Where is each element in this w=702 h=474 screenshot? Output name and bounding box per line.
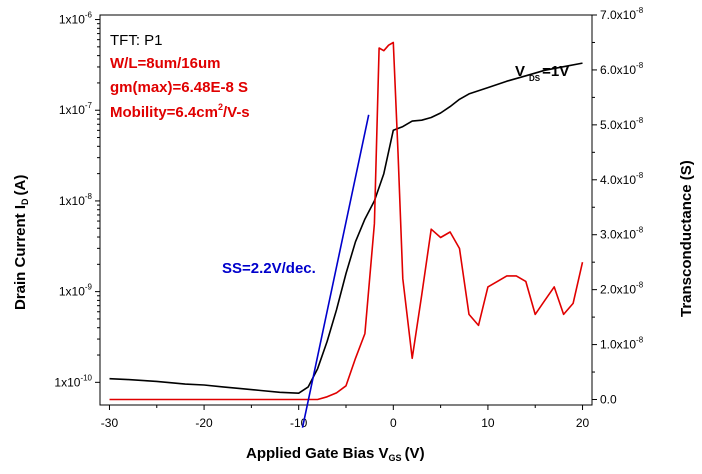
left-y-tick-label: 1x10-10 bbox=[54, 373, 92, 389]
x-tick-label: -20 bbox=[195, 416, 213, 430]
vds-label: V DS =1V bbox=[515, 63, 569, 83]
device-label: TFT: P1 bbox=[110, 32, 163, 49]
left-y-tick-label: 1x10-7 bbox=[59, 101, 93, 117]
x-tick-label: 0 bbox=[390, 416, 397, 430]
right-y-tick-label: 5.0x10-8 bbox=[600, 116, 644, 132]
right-y-tick-label: 3.0x10-8 bbox=[600, 226, 644, 242]
mobility-label: Mobility=6.4cm2/V-s bbox=[110, 102, 250, 121]
series-lines bbox=[109, 41, 584, 428]
right-y-tick-label: 0.0 bbox=[600, 393, 617, 407]
gm-max-label: gm(max)=6.48E-8 S bbox=[110, 79, 248, 96]
x-tick-label: 20 bbox=[576, 416, 590, 430]
right-y-tick-label: 1.0x10-8 bbox=[600, 336, 644, 352]
drain-current-line bbox=[109, 62, 583, 395]
x-tick-label: -30 bbox=[101, 416, 119, 430]
left-y-tick-label: 1x10-8 bbox=[59, 192, 93, 208]
x-axis-title: Applied Gate Bias VGS (V) bbox=[246, 445, 425, 463]
right-y-tick-label: 2.0x10-8 bbox=[600, 281, 644, 297]
ss-label: SS=2.2V/dec. bbox=[222, 260, 316, 277]
left-y-tick-label: 1x10-6 bbox=[59, 11, 93, 27]
ss-fit-line-line bbox=[301, 114, 370, 428]
x-tick-label: 10 bbox=[481, 416, 495, 430]
right-y-tick-label: 4.0x10-8 bbox=[600, 171, 644, 187]
wl-label: W/L=8um/16um bbox=[110, 55, 220, 72]
right-y-axis-ticks: 0.0 1.0x10-8 2.0x10-8 3.0x10-8 4.0x10-8 5.0x1… bbox=[592, 6, 644, 407]
right-y-tick-label: 7.0x10-8 bbox=[600, 6, 644, 22]
left-y-axis-title: Drain Current ID(A) bbox=[12, 175, 30, 310]
left-y-tick-label: 1x10-9 bbox=[59, 283, 93, 299]
right-y-tick-label: 6.0x10-8 bbox=[600, 61, 644, 77]
x-axis-ticks: -30 -20 -10 0 10 20 bbox=[101, 405, 590, 430]
left-y-axis-ticks: 1x10-10 1x10-9 1x10-8 1x10-7 1x10-6 bbox=[54, 11, 100, 389]
right-y-axis-title: Transconductance (S) bbox=[678, 160, 695, 317]
transconductance-line bbox=[109, 41, 584, 401]
